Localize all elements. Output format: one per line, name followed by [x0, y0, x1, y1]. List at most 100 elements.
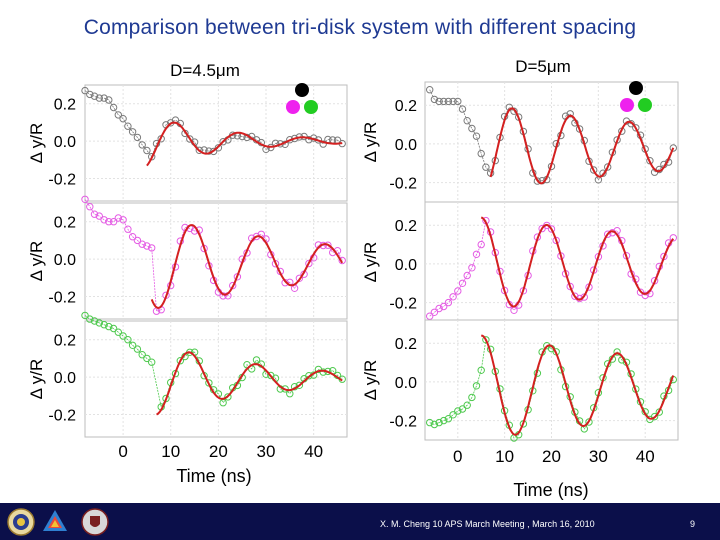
data-point — [454, 287, 462, 295]
data-point — [566, 282, 574, 291]
data-point — [86, 315, 94, 323]
data-point — [90, 210, 99, 218]
data-point — [440, 97, 448, 106]
fit-curve — [489, 107, 675, 185]
data-point — [176, 357, 185, 365]
data-point — [571, 292, 579, 300]
page-number: 9 — [690, 519, 696, 529]
data-point — [435, 304, 443, 313]
footer-bar: X. M. Cheng 10 APS March Meeting , March… — [0, 503, 720, 540]
data-point — [252, 356, 261, 364]
data-point — [81, 311, 89, 320]
panel-1 — [424, 81, 679, 203]
data-point — [109, 324, 118, 333]
data-point — [604, 163, 612, 171]
y-tick-label: 0.2 — [395, 98, 417, 115]
data-point — [435, 97, 443, 106]
chart-title: D=5μm — [515, 57, 571, 76]
data-point — [604, 230, 612, 238]
data-point — [552, 236, 560, 245]
data-point — [426, 86, 434, 94]
plot-frame — [84, 202, 348, 320]
data-point — [426, 312, 434, 320]
data-point — [449, 411, 457, 419]
y-tick-label: -0.2 — [48, 408, 76, 425]
data-point — [463, 271, 471, 280]
data-point — [114, 328, 123, 336]
data-point — [585, 418, 593, 426]
data-point — [81, 195, 89, 204]
y-tick-label: 0.2 — [54, 333, 76, 350]
data-point — [641, 291, 649, 300]
y-tick-label: 0.2 — [395, 218, 417, 235]
y-tick-label: 0.0 — [395, 137, 417, 154]
chart-title: D=4.5μm — [170, 61, 240, 80]
data-point — [138, 240, 146, 248]
y-tick-label: 0.0 — [54, 134, 76, 151]
magenta-disk-icon — [286, 100, 300, 114]
data-point — [458, 105, 467, 113]
data-point — [430, 420, 439, 429]
data-point — [138, 141, 146, 149]
data-point — [454, 407, 462, 415]
panel-3 — [424, 319, 679, 442]
panel-2 — [424, 201, 679, 323]
data-point — [449, 293, 457, 301]
data-point — [458, 405, 467, 413]
institute-triangle-logo — [43, 510, 67, 531]
data-point — [547, 225, 556, 233]
x-tick-label: 40 — [304, 442, 323, 461]
data-point — [95, 319, 104, 327]
y-axis-label: Δ y/R — [361, 360, 380, 401]
crest-logo — [81, 508, 109, 536]
data-point — [338, 256, 346, 265]
data-point — [426, 418, 434, 427]
data-point — [86, 203, 94, 211]
footer-text: X. M. Cheng 10 APS March Meeting , March… — [380, 519, 595, 529]
data-point — [669, 234, 677, 242]
plot-frame — [84, 320, 348, 438]
y-tick-label: 0.0 — [54, 252, 76, 269]
data-point — [449, 97, 457, 106]
data-point — [669, 144, 677, 152]
data-point — [148, 358, 156, 366]
y-tick-label: -0.2 — [389, 296, 417, 313]
fit-curve — [150, 224, 344, 309]
data-point — [133, 133, 142, 142]
plot-frame — [84, 84, 348, 202]
data-point — [124, 336, 132, 344]
data-point — [124, 122, 132, 130]
y-axis-label: Δ y/R — [27, 241, 46, 282]
data-point — [566, 110, 574, 118]
data-point — [109, 103, 118, 112]
data-point — [105, 96, 113, 104]
data-point — [105, 218, 113, 226]
slide-title: Comparison between tri-disk system with … — [83, 16, 637, 39]
x-tick-label: 40 — [636, 447, 655, 466]
data-point — [209, 147, 218, 156]
data-point — [468, 124, 476, 133]
data-point — [319, 140, 327, 148]
fit-curve — [480, 216, 675, 308]
fit-curve — [481, 334, 675, 436]
y-axis-label: Δ y/R — [361, 122, 380, 163]
y-tick-label: 0.0 — [395, 375, 417, 392]
y-tick-label: -0.2 — [389, 414, 417, 431]
data-point — [138, 351, 146, 359]
x-tick-label: 0 — [453, 447, 462, 466]
y-axis-label: Δ y/R — [27, 359, 46, 400]
data-point — [148, 244, 156, 252]
data-point — [100, 321, 108, 329]
y-axis-label: Δ y/R — [361, 242, 380, 283]
fit-curve — [156, 351, 343, 416]
data-point — [590, 166, 598, 174]
measurement-trace — [84, 90, 343, 158]
data-point — [133, 345, 142, 353]
data-point — [114, 111, 123, 119]
data-point — [133, 236, 142, 245]
data-point — [613, 348, 621, 356]
data-point — [477, 366, 485, 374]
x-tick-label: 30 — [589, 447, 608, 466]
data-point — [482, 163, 490, 171]
